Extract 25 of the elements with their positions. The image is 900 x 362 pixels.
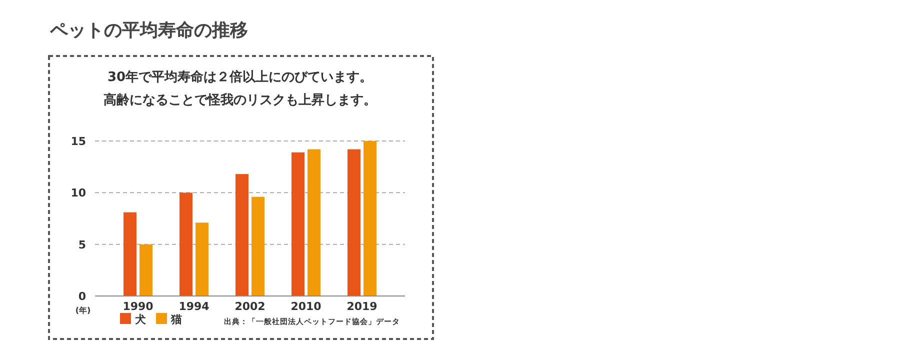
bar — [292, 152, 304, 296]
x-tick-label: 2002 — [234, 300, 266, 313]
bar — [252, 196, 264, 296]
chart-subtitle: 30年で平均寿命は２倍以上にのびています。 — [107, 69, 373, 85]
bar — [124, 212, 136, 296]
text: 高齢になることで怪我のリスクも上昇します。 — [104, 92, 376, 108]
y-tick-label: 5 — [78, 238, 86, 252]
x-tick-label: 1994 — [178, 300, 210, 313]
bar — [308, 149, 320, 296]
bar — [348, 149, 360, 296]
legend-label: 犬 — [134, 313, 147, 326]
chart-title: ペットの平均寿命の推移 — [49, 20, 248, 41]
bar — [236, 174, 248, 296]
y-tick-label: 15 — [70, 135, 86, 148]
x-tick-label: 1990 — [122, 300, 154, 313]
x-axis-title: (年) — [75, 306, 91, 315]
bar — [140, 244, 152, 296]
bar — [180, 192, 192, 296]
bar — [364, 141, 376, 296]
y-tick-label: 10 — [70, 186, 86, 200]
y-tick-label: 0 — [78, 290, 86, 303]
x-tick-label: 2010 — [290, 300, 322, 313]
legend-label: 猫 — [170, 313, 182, 326]
x-tick-label: 2019 — [346, 300, 378, 313]
bar — [196, 222, 208, 296]
